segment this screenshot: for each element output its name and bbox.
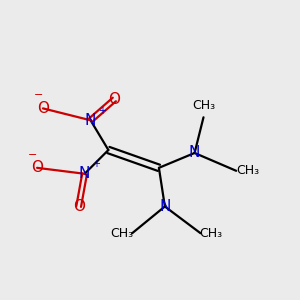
Text: CH₃: CH₃ <box>110 227 133 240</box>
Text: O: O <box>108 92 120 107</box>
Text: +: + <box>92 159 100 169</box>
Text: N: N <box>85 113 96 128</box>
Text: −: − <box>28 149 37 160</box>
Text: N: N <box>159 199 170 214</box>
Text: N: N <box>79 166 90 181</box>
Text: CH₃: CH₃ <box>192 99 215 112</box>
Text: N: N <box>189 146 200 160</box>
Text: O: O <box>73 199 85 214</box>
Text: +: + <box>98 106 106 116</box>
Text: −: − <box>34 90 43 100</box>
Text: CH₃: CH₃ <box>236 164 260 177</box>
Text: CH₃: CH₃ <box>200 227 223 240</box>
Text: O: O <box>31 160 43 175</box>
Text: O: O <box>37 101 49 116</box>
